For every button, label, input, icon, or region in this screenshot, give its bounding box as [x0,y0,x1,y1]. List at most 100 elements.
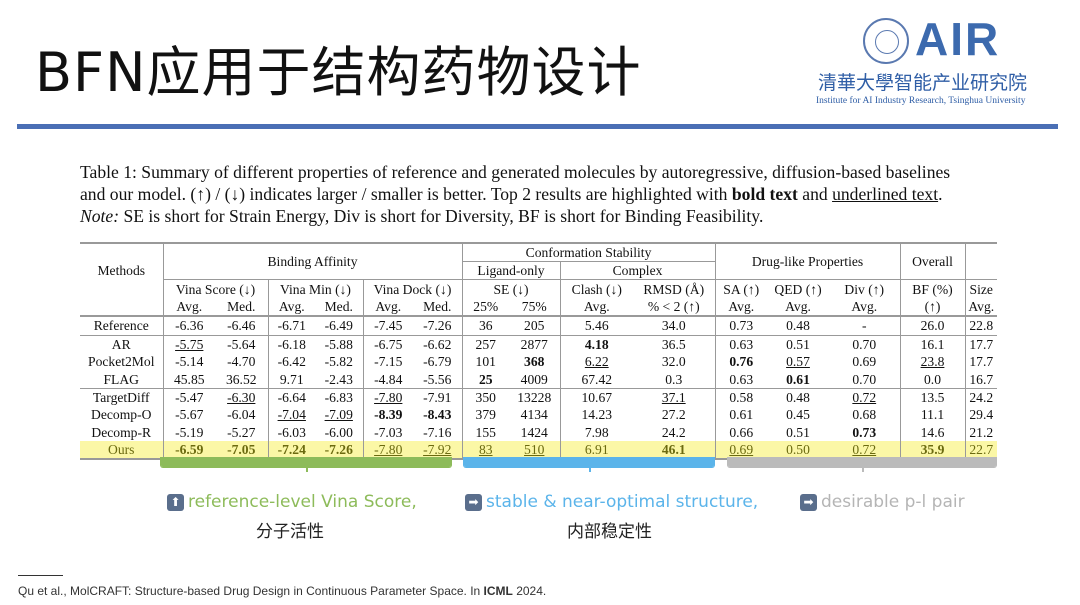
cell-value: 17.7 [969,336,994,352]
table-cell: 36 [461,316,509,336]
table-cell: -6.49 [315,316,363,335]
table-cell: 25 [461,370,509,389]
table-cell: -6.00 [315,424,363,441]
subheader-cell: Avg. [964,297,997,317]
table-cell: 205 [509,316,560,335]
table-cell: -7.03 [362,423,413,441]
table-cell: 0.63 [714,334,767,353]
cell-value: 0.73 [852,424,877,440]
annotation-text: reference-level Vina Score, [188,492,417,512]
table-cell: -5.56 [413,370,462,388]
cell-value: -5.88 [324,336,353,352]
cell-value: 36.52 [225,371,257,387]
cell-value: 0.57 [786,354,810,370]
cell-value: 0.0 [924,371,941,387]
cell-value: -7.09 [324,407,353,423]
table-cell: -5.27 [215,424,268,441]
table-cell: 0.69 [829,353,900,370]
subheader-cell: Avg. [714,297,767,317]
table-cell: -6.04 [215,406,268,423]
cell-value: 34.0 [661,318,686,334]
cell-value: 0.48 [786,318,810,334]
cell-value: 0.61 [729,407,754,423]
table-cell: 4009 [509,370,560,388]
cell-value: 2877 [520,336,548,352]
cell-value: -7.05 [227,442,256,458]
footnote: Qu et al., MolCRAFT: Structure-based Dru… [18,584,546,598]
cell-value: -5.75 [175,336,204,352]
cell-value: 5.46 [584,318,609,334]
subheader-cell: Avg. [559,297,633,317]
header-druglike: Drug-like Properties [714,242,900,281]
cell-value: 36 [478,318,493,334]
tsinghua-seal-icon [863,18,909,64]
cell-value: 0.58 [729,389,754,405]
table-row: Ours -6.59 -7.05 -7.24 -7.26 -7.80 -7.92 83 510 6… [80,440,997,461]
table-cell: -7.91 [413,387,462,407]
table-cell: -7.15 [362,352,413,371]
table-cell: -6.79 [413,353,462,370]
table-cell: -5.19 [162,423,215,441]
table-cell: 14.23 [559,406,633,424]
annotation-text: desirable p-l pair [821,492,965,512]
table-cell: 34.0 [633,316,715,335]
cell-value: 6.22 [584,354,609,370]
table-cell: 0.3 [633,370,715,388]
table-cell: 1424 [509,424,560,441]
cell-value: 36.5 [661,336,686,352]
cell-value: 17.7 [969,354,994,370]
cell-value: -7.03 [374,424,403,440]
cell-value: 21.2 [969,424,994,440]
table-cell: 35.9 [899,440,965,461]
table-cell: 9.71 [267,370,315,389]
table-cell: -5.14 [162,352,215,371]
cell-value: 350 [475,389,496,405]
table-row: TargetDiff -5.47 -6.30 -6.64 -6.83 -7.80 -7.91… [80,387,997,407]
table-cell: 0.48 [767,387,829,407]
table-cell: 24.2 [633,424,715,441]
table-cell: 257 [461,334,509,353]
table-cell: -6.03 [267,423,315,441]
bracket-conformation [463,457,715,472]
title-divider [17,124,1058,129]
table-cell: -6.46 [215,316,268,335]
cell-value: -5.56 [423,371,452,387]
table-cell: 37.1 [633,387,715,407]
cell-value: -7.26 [423,318,452,334]
cell-value: 9.71 [279,371,304,387]
table-cell: -2.43 [315,370,363,388]
table-cell: -5.75 [162,334,215,353]
cell-value: -6.04 [227,407,256,423]
caption-bold: bold text [731,184,798,204]
cell-value: -5.82 [324,354,353,370]
cell-value: 7.98 [584,424,609,440]
cell-value: 0.70 [852,336,877,352]
table-row: Pocket2Mol -5.14 -4.70 -6.42 -5.82 -7.15 -6.79… [80,352,997,371]
cell-value: -4.70 [227,354,256,370]
caption-text: and [797,184,833,204]
cell-value: 67.42 [581,371,613,387]
method-name: TargetDiff [80,387,163,407]
table-cell: 23.8 [899,352,965,371]
table-cell: 101 [461,352,509,371]
bracket-binding [160,457,452,472]
cell-value: 0.66 [729,424,754,440]
table-row: Decomp-R -5.19 -5.27 -6.03 -6.00 -7.03 -7.16 15… [80,423,997,441]
table-cell: -5.67 [162,406,215,424]
cell-value: 257 [475,336,496,352]
table-cell: 6.22 [559,352,633,371]
cell-value: 35.9 [920,442,945,458]
table-cell: 36.52 [215,370,268,388]
cell-value: -7.24 [277,442,306,458]
table-cell: 0.50 [767,440,829,461]
note-label: Note: [80,206,120,226]
annotation-conformation: ➡ stable & near-optimal structure, [465,492,758,512]
cell-value: -7.80 [374,442,403,458]
header-methods: Methods [80,242,163,298]
table-cell: -4.84 [362,370,413,389]
header-ligand-only: Ligand-only [461,261,560,281]
cell-value: 155 [475,424,496,440]
cell-value: 0.3 [665,371,683,387]
table-cell: 27.2 [633,406,715,423]
cell-value: 0.72 [852,389,877,405]
